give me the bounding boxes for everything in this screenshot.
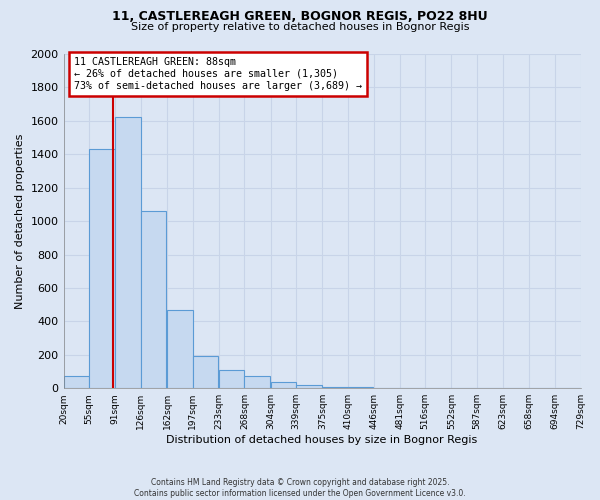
Text: 11, CASTLEREAGH GREEN, BOGNOR REGIS, PO22 8HU: 11, CASTLEREAGH GREEN, BOGNOR REGIS, PO2… [112, 10, 488, 23]
Text: Size of property relative to detached houses in Bognor Regis: Size of property relative to detached ho… [131, 22, 469, 32]
Bar [141, 211, 166, 388]
Bar [271, 382, 296, 388]
Text: 11 CASTLEREAGH GREEN: 88sqm
← 26% of detached houses are smaller (1,305)
73% of : 11 CASTLEREAGH GREEN: 88sqm ← 26% of det… [74, 58, 362, 90]
Bar [296, 385, 322, 388]
Bar [193, 356, 218, 388]
Y-axis label: Number of detached properties: Number of detached properties [15, 134, 25, 309]
Bar [322, 386, 348, 388]
Bar [64, 376, 89, 388]
Text: Contains HM Land Registry data © Crown copyright and database right 2025.
Contai: Contains HM Land Registry data © Crown c… [134, 478, 466, 498]
Bar [115, 118, 141, 388]
Bar [167, 310, 193, 388]
Bar [219, 370, 244, 388]
Bar [244, 376, 270, 388]
X-axis label: Distribution of detached houses by size in Bognor Regis: Distribution of detached houses by size … [166, 435, 478, 445]
Bar [89, 149, 115, 388]
